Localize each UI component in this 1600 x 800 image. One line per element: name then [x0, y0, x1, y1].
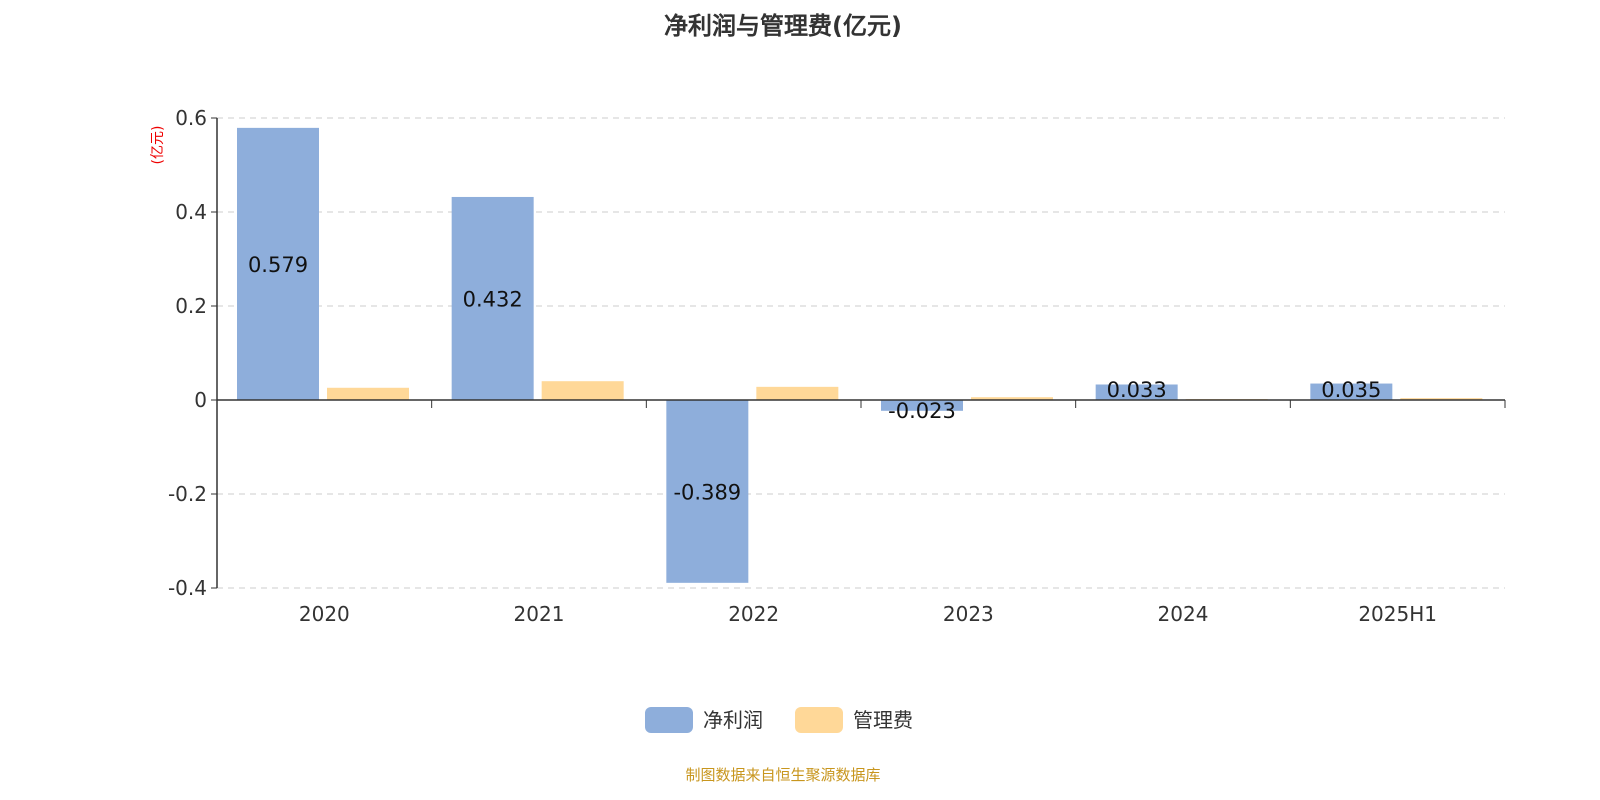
y-tick-label: -0.4 — [168, 576, 207, 600]
y-tick-label: 0.6 — [175, 106, 207, 130]
bar-admin-expense — [971, 397, 1053, 400]
y-tick-label: 0.2 — [175, 294, 207, 318]
y-tick-label: -0.2 — [168, 482, 207, 506]
legend-swatch — [645, 707, 693, 733]
x-tick-label: 2021 — [514, 602, 565, 626]
bar-net-profit — [1095, 384, 1178, 400]
legend-label: 净利润 — [703, 708, 763, 732]
y-tick-label: 0.4 — [175, 200, 207, 224]
y-tick-label: 0 — [194, 388, 207, 412]
bar-admin-expense — [327, 387, 409, 400]
x-tick-label: 2022 — [728, 602, 779, 626]
y-axis-label: (亿元) — [150, 126, 166, 165]
data-label: 0.033 — [1107, 378, 1167, 402]
x-tick-label: 2023 — [943, 602, 994, 626]
legend-swatch — [795, 707, 843, 733]
bar-admin-expense — [1400, 398, 1483, 400]
source-note: 制图数据来自恒生聚源数据库 — [685, 766, 881, 784]
x-tick-label: 2020 — [299, 602, 350, 626]
bar-net-profit — [666, 400, 749, 583]
data-label: -0.389 — [673, 480, 741, 504]
chart-title: 净利润与管理费(亿元) — [664, 12, 902, 40]
data-label: -0.023 — [888, 399, 956, 423]
bar-net-profit — [881, 400, 963, 411]
x-tick-label: 2024 — [1158, 602, 1209, 626]
bar-admin-expense — [541, 381, 624, 400]
data-label: 0.579 — [248, 253, 308, 277]
bar-net-profit — [1310, 383, 1393, 400]
data-label: 0.035 — [1321, 378, 1381, 402]
bar-admin-expense — [756, 386, 839, 400]
bar-net-profit — [237, 127, 319, 401]
data-label: 0.432 — [463, 287, 523, 311]
x-tick-label: 2025H1 — [1358, 602, 1437, 626]
legend-label: 管理费 — [853, 708, 913, 732]
bar-net-profit — [451, 196, 534, 400]
